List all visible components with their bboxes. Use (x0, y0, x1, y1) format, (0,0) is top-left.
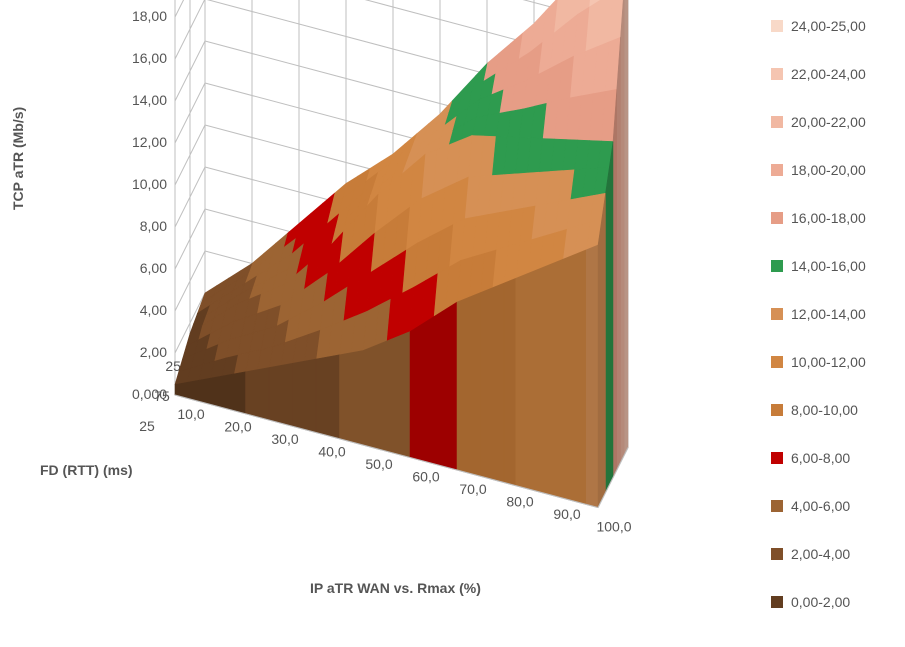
legend-label: 2,00-4,00 (791, 546, 850, 562)
svg-text:30,0: 30,0 (271, 431, 298, 447)
legend-label: 22,00-24,00 (791, 66, 866, 82)
legend-swatch (771, 356, 783, 368)
legend-swatch (771, 68, 783, 80)
svg-text:90,0: 90,0 (553, 506, 580, 522)
legend-label: 24,00-25,00 (791, 18, 866, 34)
svg-text:100,0: 100,0 (596, 519, 631, 535)
svg-text:2,00: 2,00 (140, 344, 167, 360)
svg-text:70,0: 70,0 (459, 481, 486, 497)
svg-text:16,00: 16,00 (132, 50, 167, 66)
legend-swatch (771, 260, 783, 272)
legend-item: 20,00-22,00 (771, 114, 891, 130)
legend-swatch (771, 404, 783, 416)
svg-text:6,00: 6,00 (140, 260, 167, 276)
svg-text:8,00: 8,00 (140, 218, 167, 234)
legend-swatch (771, 596, 783, 608)
legend-swatch (771, 212, 783, 224)
chart-root: { "chart": { "type": "3d-surface", "titl… (0, 0, 905, 647)
legend-item: 8,00-10,00 (771, 402, 891, 418)
legend-label: 6,00-8,00 (791, 450, 850, 466)
svg-text:14,00: 14,00 (132, 92, 167, 108)
svg-text:80,0: 80,0 (506, 494, 533, 510)
legend-swatch (771, 548, 783, 560)
legend-item: 6,00-8,00 (771, 450, 891, 466)
legend-item: 2,00-4,00 (771, 546, 891, 562)
svg-text:75: 75 (154, 388, 170, 404)
svg-text:10,00: 10,00 (132, 176, 167, 192)
legend-item: 12,00-14,00 (771, 306, 891, 322)
legend-item: 4,00-6,00 (771, 498, 891, 514)
svg-text:50,0: 50,0 (365, 456, 392, 472)
surface-plot: 0,0002,004,006,008,0010,0012,0014,0016,0… (0, 0, 760, 647)
legend-label: 8,00-10,00 (791, 402, 858, 418)
legend-swatch (771, 116, 783, 128)
legend-label: 14,00-16,00 (791, 258, 866, 274)
svg-text:18,00: 18,00 (132, 8, 167, 24)
svg-text:40,0: 40,0 (318, 444, 345, 460)
legend-item: 18,00-20,00 (771, 162, 891, 178)
legend-label: 18,00-20,00 (791, 162, 866, 178)
legend-label: 0,00-2,00 (791, 594, 850, 610)
legend-swatch (771, 308, 783, 320)
legend-swatch (771, 164, 783, 176)
svg-text:25: 25 (139, 418, 155, 434)
legend: 24,00-25,00 22,00-24,00 20,00-22,00 18,00-2… (771, 18, 891, 642)
legend-item: 24,00-25,00 (771, 18, 891, 34)
legend-label: 20,00-22,00 (791, 114, 866, 130)
legend-item: 14,00-16,00 (771, 258, 891, 274)
legend-swatch (771, 20, 783, 32)
svg-text:10,0: 10,0 (177, 406, 204, 422)
svg-text:4,00: 4,00 (140, 302, 167, 318)
legend-label: 10,00-12,00 (791, 354, 866, 370)
svg-text:12,00: 12,00 (132, 134, 167, 150)
legend-swatch (771, 452, 783, 464)
legend-label: 12,00-14,00 (791, 306, 866, 322)
legend-item: 0,00-2,00 (771, 594, 891, 610)
svg-text:20,0: 20,0 (224, 419, 251, 435)
legend-swatch (771, 500, 783, 512)
legend-item: 16,00-18,00 (771, 210, 891, 226)
legend-item: 10,00-12,00 (771, 354, 891, 370)
legend-label: 16,00-18,00 (791, 210, 866, 226)
legend-label: 4,00-6,00 (791, 498, 850, 514)
svg-text:60,0: 60,0 (412, 469, 439, 485)
legend-item: 22,00-24,00 (771, 66, 891, 82)
